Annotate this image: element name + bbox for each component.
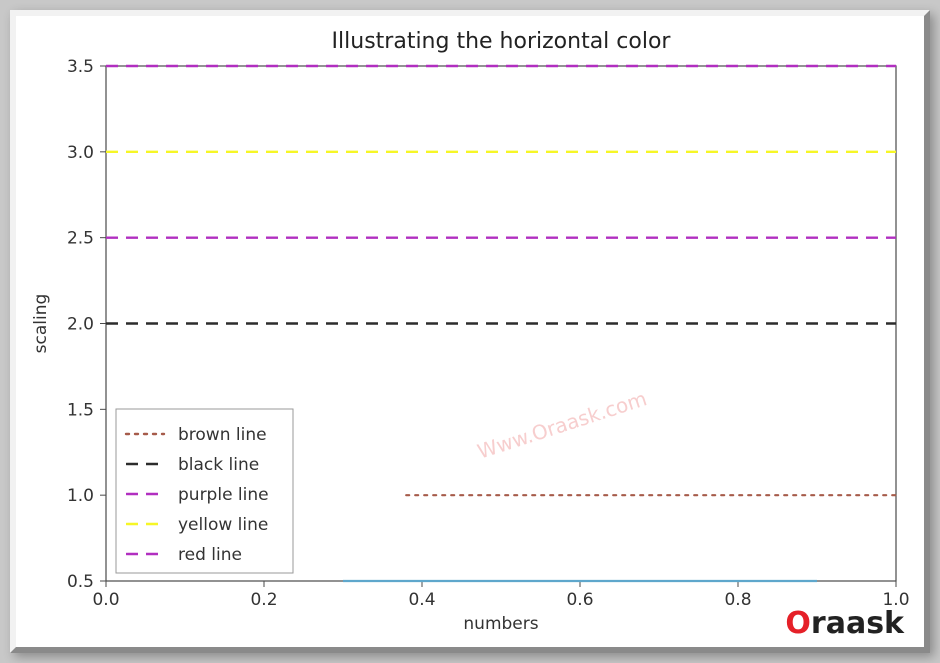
- legend-label: brown line: [178, 425, 267, 445]
- legend-label: black line: [178, 455, 259, 475]
- y-tick-label: 3.5: [67, 57, 94, 77]
- brand-dark-part: raask: [811, 606, 905, 641]
- legend-label: purple line: [178, 485, 269, 505]
- x-tick-label: 0.2: [250, 590, 277, 610]
- legend-label: yellow line: [178, 515, 268, 535]
- brand-red-part: O: [785, 606, 811, 641]
- x-tick-label: 0.8: [724, 590, 751, 610]
- legend-label: red line: [178, 545, 242, 565]
- chart-svg: Illustrating the horizontal color 0.0 0.2 0…: [16, 16, 924, 647]
- y-tick-label: 1.0: [67, 486, 94, 506]
- brand-logo: Oraask: [785, 606, 905, 641]
- y-tick-label: 3.0: [67, 143, 94, 163]
- x-axis-label: numbers: [463, 614, 538, 634]
- x-tick-label: 0.4: [408, 590, 435, 610]
- y-tick-label: 2.5: [67, 229, 94, 249]
- chart-frame: Illustrating the horizontal color 0.0 0.2 0…: [10, 10, 930, 653]
- chart-container: Illustrating the horizontal color 0.0 0.2 0…: [16, 16, 924, 647]
- y-tick-label: 0.5: [67, 572, 94, 592]
- x-tick-label: 0.6: [566, 590, 593, 610]
- x-tick-label: 0.0: [92, 590, 119, 610]
- chart-title: Illustrating the horizontal color: [332, 29, 672, 54]
- y-tick-label: 1.5: [67, 400, 94, 420]
- y-axis-label: scaling: [31, 294, 51, 354]
- y-tick-label: 2.0: [67, 315, 94, 335]
